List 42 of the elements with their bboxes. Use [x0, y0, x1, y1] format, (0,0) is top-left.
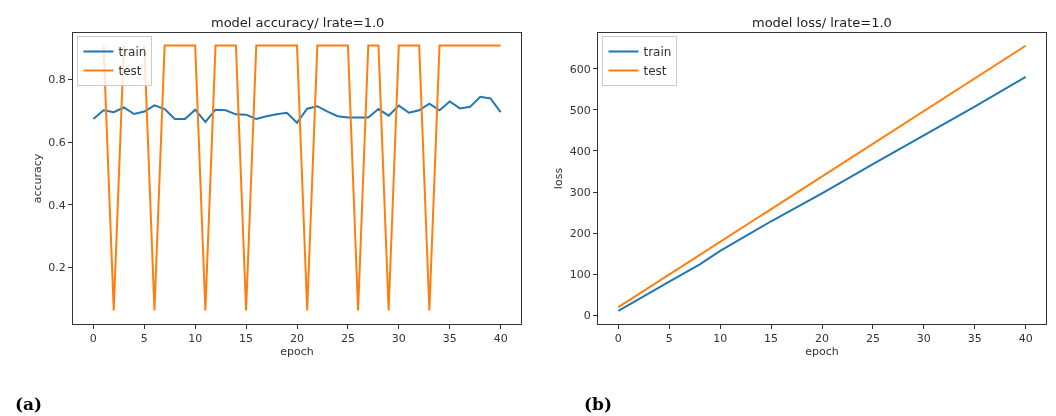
legend-label: test	[643, 64, 667, 79]
x-tick-label: 5	[140, 332, 148, 346]
x-tick-label: 0	[89, 332, 97, 346]
y-tick-label: 500	[569, 103, 591, 117]
x-tick-label: 5	[665, 332, 673, 346]
y-tick-label: 100	[569, 268, 591, 282]
x-axis-title: epoch	[280, 345, 314, 359]
y-tick-label: 400	[569, 144, 591, 158]
x-tick-label: 25	[865, 332, 880, 346]
x-tick-label: 10	[713, 332, 728, 346]
x-tick-label: 30	[391, 332, 406, 346]
text: (b)	[584, 394, 612, 414]
x-tick-label: 0	[614, 332, 622, 346]
line-series	[92, 95, 502, 124]
x-tick-label: 35	[967, 332, 982, 346]
y-tick-label: 600	[569, 62, 591, 76]
y-tick-label: 0.4	[48, 198, 66, 212]
x-tick-label: 30	[916, 332, 931, 346]
y-tick-label: 0	[583, 309, 591, 323]
x-tick-label: 20	[815, 332, 829, 346]
x-tick-label: 15	[764, 332, 779, 346]
legend-label: train	[643, 45, 672, 60]
chart-title: model loss/ lrate=1.0	[752, 15, 892, 30]
y-tick-label: 0.2	[48, 261, 66, 275]
x-tick-label: 10	[188, 332, 203, 346]
x-tick-label: 25	[340, 332, 355, 346]
x-tick-label: 15	[239, 332, 254, 346]
y-axis-title: loss	[552, 167, 566, 190]
y-tick-label: 0.8	[48, 73, 66, 87]
x-tick-label: 40	[493, 332, 508, 346]
chart-title: model accuracy/ lrate=1.0	[211, 15, 385, 30]
legend-label: train	[118, 45, 147, 60]
x-axis-title: epoch	[805, 345, 839, 359]
y-tick-label: 0.6	[48, 136, 66, 150]
x-tick-label: 35	[442, 332, 457, 346]
text: (a)	[15, 394, 43, 414]
y-tick-label: 300	[569, 185, 591, 199]
y-tick-label: 200	[569, 227, 591, 241]
legend-label: test	[118, 64, 142, 79]
x-tick-label: 20	[290, 332, 304, 346]
x-tick-label: 40	[1018, 332, 1033, 346]
y-axis-title: accuracy	[30, 153, 44, 204]
